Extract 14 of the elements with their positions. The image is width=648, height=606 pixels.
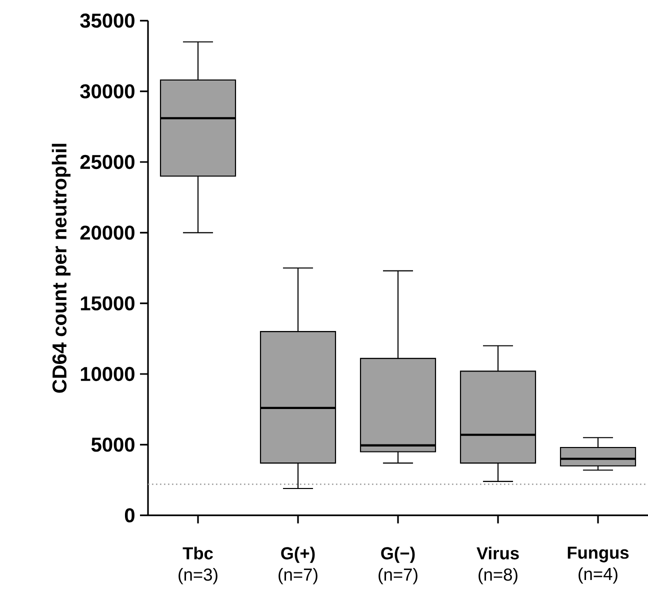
y-axis-title: CD64 count per neutrophil xyxy=(52,144,71,393)
x-tick-label: Virus (n=8) xyxy=(476,546,519,584)
y-tick-label: 10000 xyxy=(80,366,134,382)
x-tick-label: G(−) (n=7) xyxy=(378,546,418,584)
x-tick-label: Tbc (n=3) xyxy=(178,546,218,584)
y-tick-label: 15000 xyxy=(80,296,134,310)
y-tick-label: 25000 xyxy=(80,154,134,170)
y-tick-label: 35000 xyxy=(80,14,134,28)
y-tick-label: 20000 xyxy=(80,226,134,240)
y-tick-label: 0 xyxy=(124,508,134,522)
y-tick-label: 30000 xyxy=(80,84,134,98)
x-tick-label: Fungus (n=4) xyxy=(568,546,629,584)
y-tick-label: 5000 xyxy=(91,438,134,452)
x-tick-label: G(+) (n=7) xyxy=(278,546,318,584)
